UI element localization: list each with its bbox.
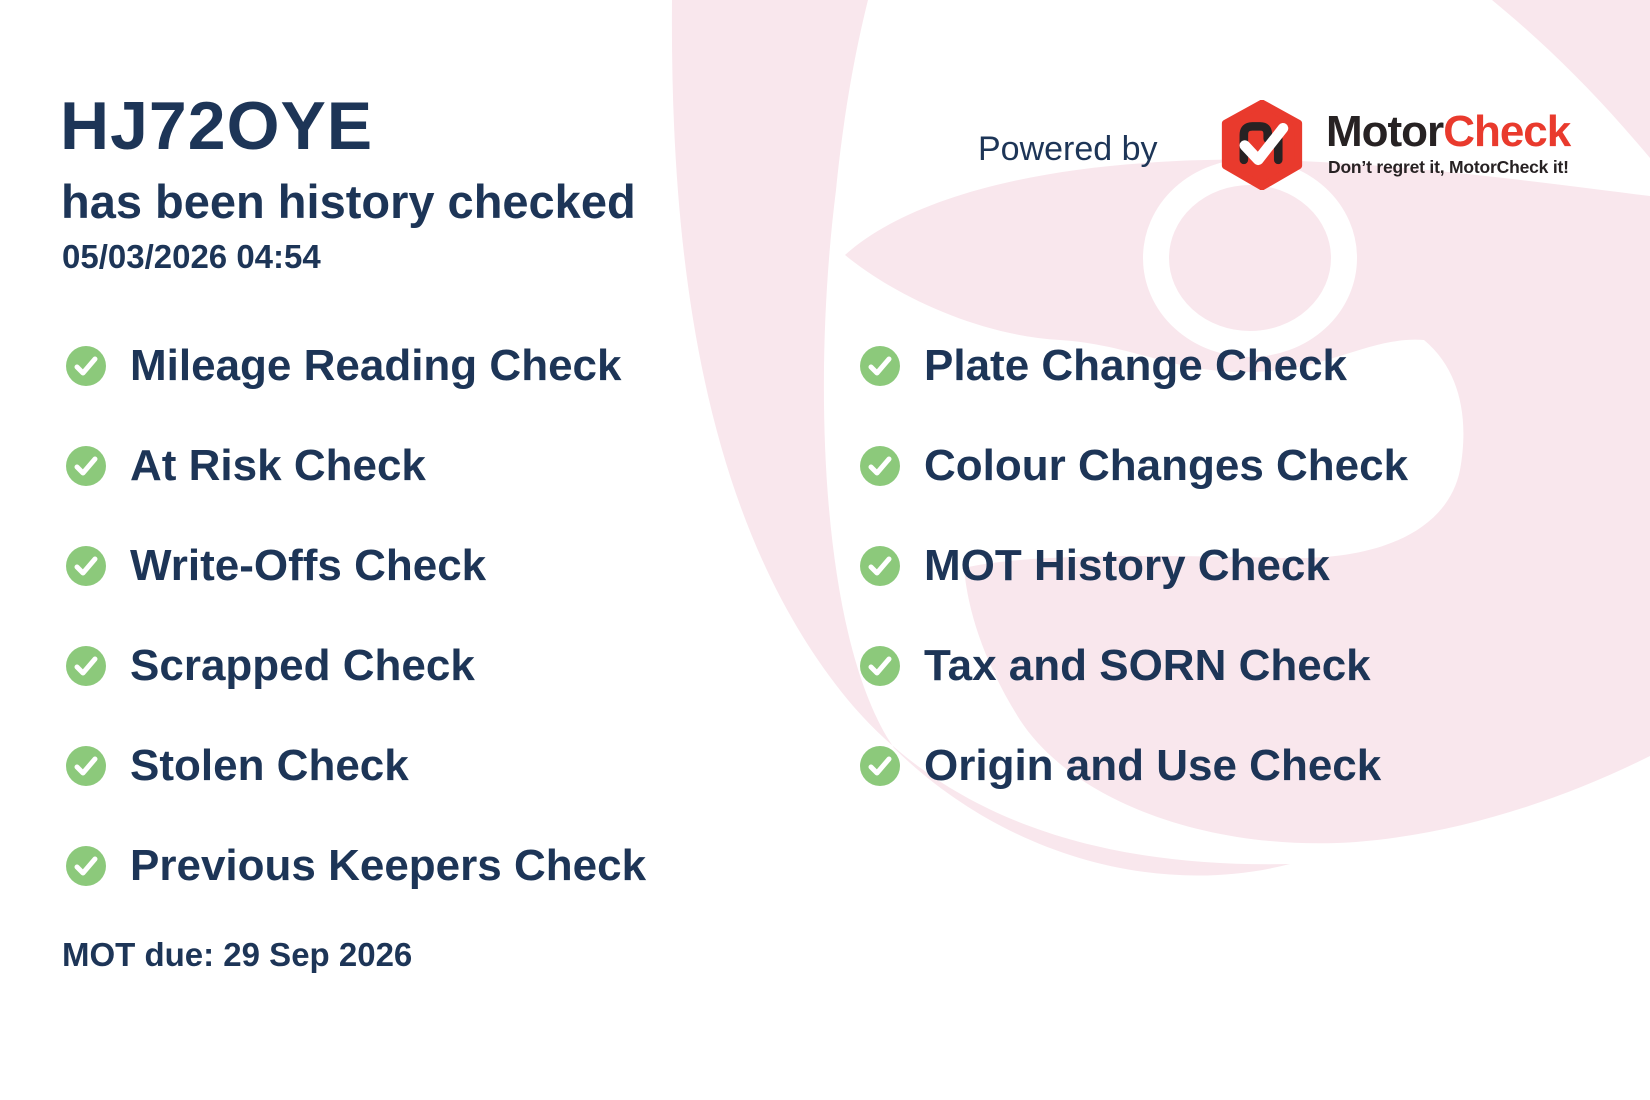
- wheel-rim-left-arc: [671, 0, 1290, 876]
- check-timestamp: 05/03/2026 04:54: [62, 238, 321, 275]
- brand-wordmark: MotorCheck: [1326, 107, 1571, 156]
- brand-motor: Motor: [1326, 107, 1444, 156]
- motorcheck-logo-icon: [1221, 100, 1303, 190]
- check-label: Tax and SORN Check: [924, 641, 1371, 690]
- check-label: Stolen Check: [130, 741, 409, 790]
- check-label: Write-Offs Check: [130, 541, 487, 590]
- check-row-mot-history: MOT History Check: [860, 544, 1330, 588]
- brand-tagline: Don’t regret it, MotorCheck it!: [1328, 157, 1569, 177]
- wheel-hub: [845, 159, 1650, 844]
- check-row-tax-sorn: Tax and SORN Check: [860, 644, 1371, 688]
- check-icon: [860, 546, 900, 586]
- check-label: Colour Changes Check: [924, 441, 1409, 490]
- check-icon: [66, 546, 106, 586]
- check-icon: [66, 746, 106, 786]
- check-label: MOT History Check: [924, 541, 1330, 590]
- check-row-plate-change: Plate Change Check: [860, 344, 1347, 388]
- check-icon: [860, 646, 900, 686]
- check-row-colour-changes: Colour Changes Check: [860, 444, 1408, 488]
- brand-check: Check: [1443, 107, 1571, 156]
- check-row-mileage: Mileage Reading Check: [66, 344, 621, 388]
- check-row-previous-keepers: Previous Keepers Check: [66, 844, 646, 888]
- check-row-stolen: Stolen Check: [66, 744, 409, 788]
- check-label: Mileage Reading Check: [130, 341, 622, 390]
- check-icon: [860, 746, 900, 786]
- check-label: Plate Change Check: [924, 341, 1348, 390]
- check-icon: [66, 646, 106, 686]
- registration-plate: HJ72OYE: [60, 88, 374, 164]
- wheel-rim-corner: [1492, 0, 1650, 158]
- page-title: has been history checked: [61, 175, 636, 228]
- check-row-write-offs: Write-Offs Check: [66, 544, 486, 588]
- check-icon: [66, 346, 106, 386]
- check-icon: [860, 346, 900, 386]
- check-label: Previous Keepers Check: [130, 841, 647, 890]
- check-icon: [860, 446, 900, 486]
- check-icon: [66, 846, 106, 886]
- check-icon: [66, 446, 106, 486]
- powered-by-label: Powered by: [978, 130, 1158, 168]
- check-row-scrapped: Scrapped Check: [66, 644, 475, 688]
- mot-due-label: MOT due: 29 Sep 2026: [62, 936, 413, 973]
- check-row-at-risk: At Risk Check: [66, 444, 426, 488]
- check-row-origin-use: Origin and Use Check: [860, 744, 1381, 788]
- check-label: Scrapped Check: [130, 641, 475, 690]
- check-label: Origin and Use Check: [924, 741, 1382, 790]
- check-label: At Risk Check: [130, 441, 426, 490]
